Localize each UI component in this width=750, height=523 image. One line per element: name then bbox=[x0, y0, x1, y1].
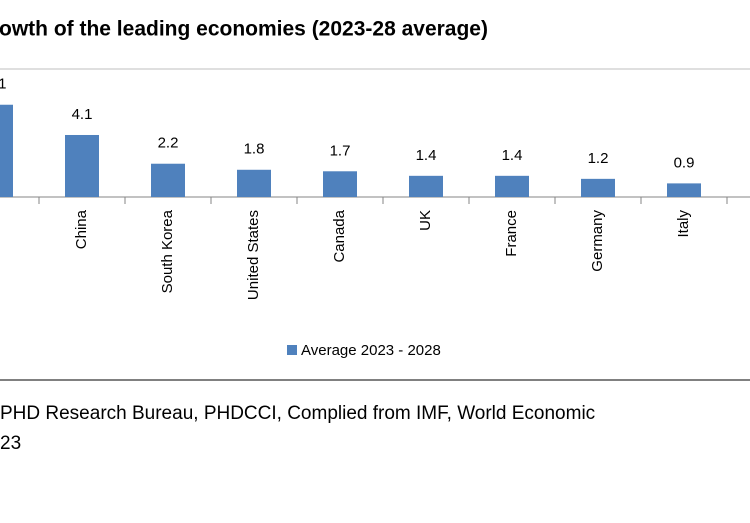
x-tick-label: France bbox=[503, 210, 520, 257]
bar bbox=[0, 104, 13, 197]
value-label: 1.2 bbox=[588, 150, 609, 167]
x-tick-label: UK bbox=[417, 210, 434, 231]
source: 23 bbox=[0, 433, 21, 454]
x-tick-label: South Korea bbox=[159, 209, 176, 293]
bar bbox=[495, 175, 529, 197]
bar bbox=[65, 134, 99, 197]
x-tick-label: Italy bbox=[675, 210, 692, 238]
value-label: 1.7 bbox=[330, 142, 351, 159]
x-tick-label: Canada bbox=[331, 209, 348, 262]
bar bbox=[323, 171, 357, 197]
chart-title: owth of the leading economies (2023-28 a… bbox=[0, 18, 488, 41]
bar bbox=[409, 175, 443, 197]
value-label: 2.2 bbox=[158, 135, 179, 152]
bar bbox=[581, 178, 615, 197]
value-label: 6.1 bbox=[0, 76, 6, 93]
value-label: 4.1 bbox=[72, 106, 93, 123]
bar bbox=[237, 169, 271, 197]
bar bbox=[151, 163, 185, 197]
x-tick-label: United States bbox=[245, 210, 262, 300]
bar bbox=[667, 183, 701, 197]
x-tick-label: Germany bbox=[589, 210, 606, 272]
value-label: 0.9 bbox=[674, 154, 695, 171]
x-tick-label: India bbox=[0, 209, 4, 242]
source: PHD Research Bureau, PHDCCI, Complied fr… bbox=[0, 403, 595, 424]
legend-swatch bbox=[287, 345, 297, 355]
value-label: 1.4 bbox=[416, 147, 437, 164]
legend-label: Average 2023 - 2028 bbox=[301, 342, 441, 359]
value-label: 1.8 bbox=[244, 141, 265, 158]
x-tick-label: China bbox=[73, 209, 90, 249]
value-label: 1.4 bbox=[502, 147, 523, 164]
